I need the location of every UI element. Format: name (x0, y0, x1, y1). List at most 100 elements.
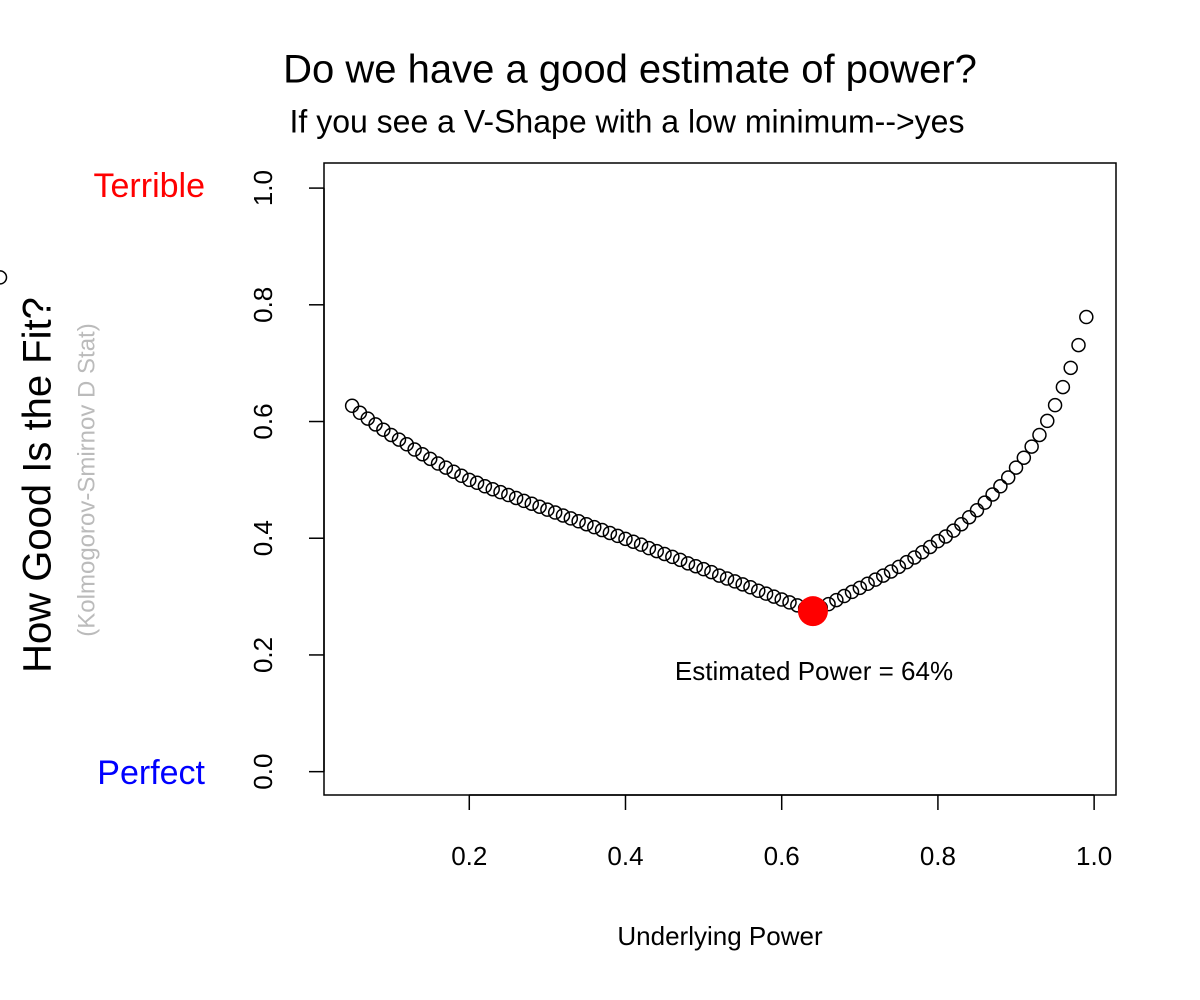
point (758, 586, 774, 601)
point (477, 479, 493, 494)
point (641, 540, 657, 556)
point (430, 456, 446, 471)
x-axis-label: Underlying Power (617, 921, 823, 951)
y-tick-label: 0.2 (248, 637, 278, 673)
point (1055, 379, 1071, 395)
point (868, 572, 883, 587)
annotation: Estimated Power = 64% (675, 656, 953, 686)
point (0, 270, 8, 285)
point (586, 519, 602, 535)
x-tick-label: 0.8 (920, 841, 956, 871)
point (446, 464, 461, 479)
y-tick-label: 0.0 (248, 754, 278, 790)
point (407, 442, 422, 457)
point (422, 451, 438, 467)
highlight-point (797, 596, 828, 627)
point (532, 499, 547, 514)
point (672, 552, 688, 568)
point (860, 576, 875, 591)
top-label: Terrible (94, 167, 205, 205)
point (782, 595, 797, 610)
y-tick-label: 1.0 (248, 170, 278, 206)
point (344, 398, 360, 414)
point (727, 574, 743, 589)
point (977, 495, 993, 510)
point (1008, 460, 1024, 475)
point (547, 505, 563, 520)
point (579, 516, 594, 532)
point (735, 577, 750, 592)
point (391, 432, 407, 447)
point (571, 514, 586, 529)
chart-title: Do we have a good estimate of power? (283, 48, 977, 92)
point (985, 487, 1000, 502)
point (907, 550, 922, 565)
point (711, 568, 727, 583)
point (1071, 337, 1086, 353)
point (594, 522, 610, 538)
point (602, 525, 618, 541)
point (657, 546, 672, 562)
point (376, 422, 391, 437)
point (1040, 413, 1055, 429)
point (469, 475, 485, 491)
point (969, 502, 985, 518)
plot-frame (323, 162, 1117, 796)
point (665, 549, 680, 565)
point (1024, 439, 1039, 454)
x-tick-label: 0.2 (451, 841, 487, 871)
point (961, 509, 977, 525)
point (485, 481, 500, 497)
y-tick-label: 0.6 (248, 403, 278, 439)
point (899, 554, 914, 570)
point (704, 564, 719, 580)
point (852, 580, 868, 596)
point (1032, 427, 1047, 443)
point (493, 484, 508, 500)
x-tick-label: 0.6 (764, 841, 800, 871)
point (719, 571, 735, 586)
point (883, 564, 899, 579)
point (462, 472, 477, 488)
point (1063, 360, 1078, 376)
point (1000, 470, 1016, 485)
point (508, 490, 524, 506)
point (524, 496, 540, 512)
bottom-label: Perfect (97, 754, 205, 792)
y-axis-sublabel: (Kolmogorov-Smirnov D Stat) (73, 323, 100, 636)
point (368, 417, 383, 432)
point (1016, 450, 1032, 465)
point (844, 584, 860, 600)
point (829, 592, 844, 608)
y-tick-label: 0.4 (248, 520, 278, 556)
x-tick-label: 0.4 (607, 841, 643, 871)
point (891, 559, 907, 575)
point (743, 580, 758, 595)
point (399, 437, 415, 452)
point (993, 479, 1008, 494)
point (563, 511, 579, 526)
point (915, 544, 930, 560)
y-axis-label: How Good Is the Fit? (16, 297, 60, 673)
point (383, 427, 399, 443)
point (626, 534, 641, 549)
point (555, 508, 571, 523)
point (618, 531, 633, 547)
point (415, 446, 430, 462)
point (774, 592, 789, 607)
point (649, 543, 664, 559)
point (501, 487, 516, 503)
point (766, 589, 782, 604)
y-tick-label: 0.8 (248, 287, 278, 323)
point (680, 556, 696, 571)
point (540, 502, 555, 517)
point (454, 468, 469, 484)
point (930, 533, 946, 549)
point (836, 588, 852, 604)
chart-subtitle: If you see a V-Shape with a low minimum-… (290, 103, 965, 139)
point (610, 528, 625, 544)
point (688, 558, 704, 574)
point (633, 537, 649, 552)
point (1047, 397, 1063, 413)
